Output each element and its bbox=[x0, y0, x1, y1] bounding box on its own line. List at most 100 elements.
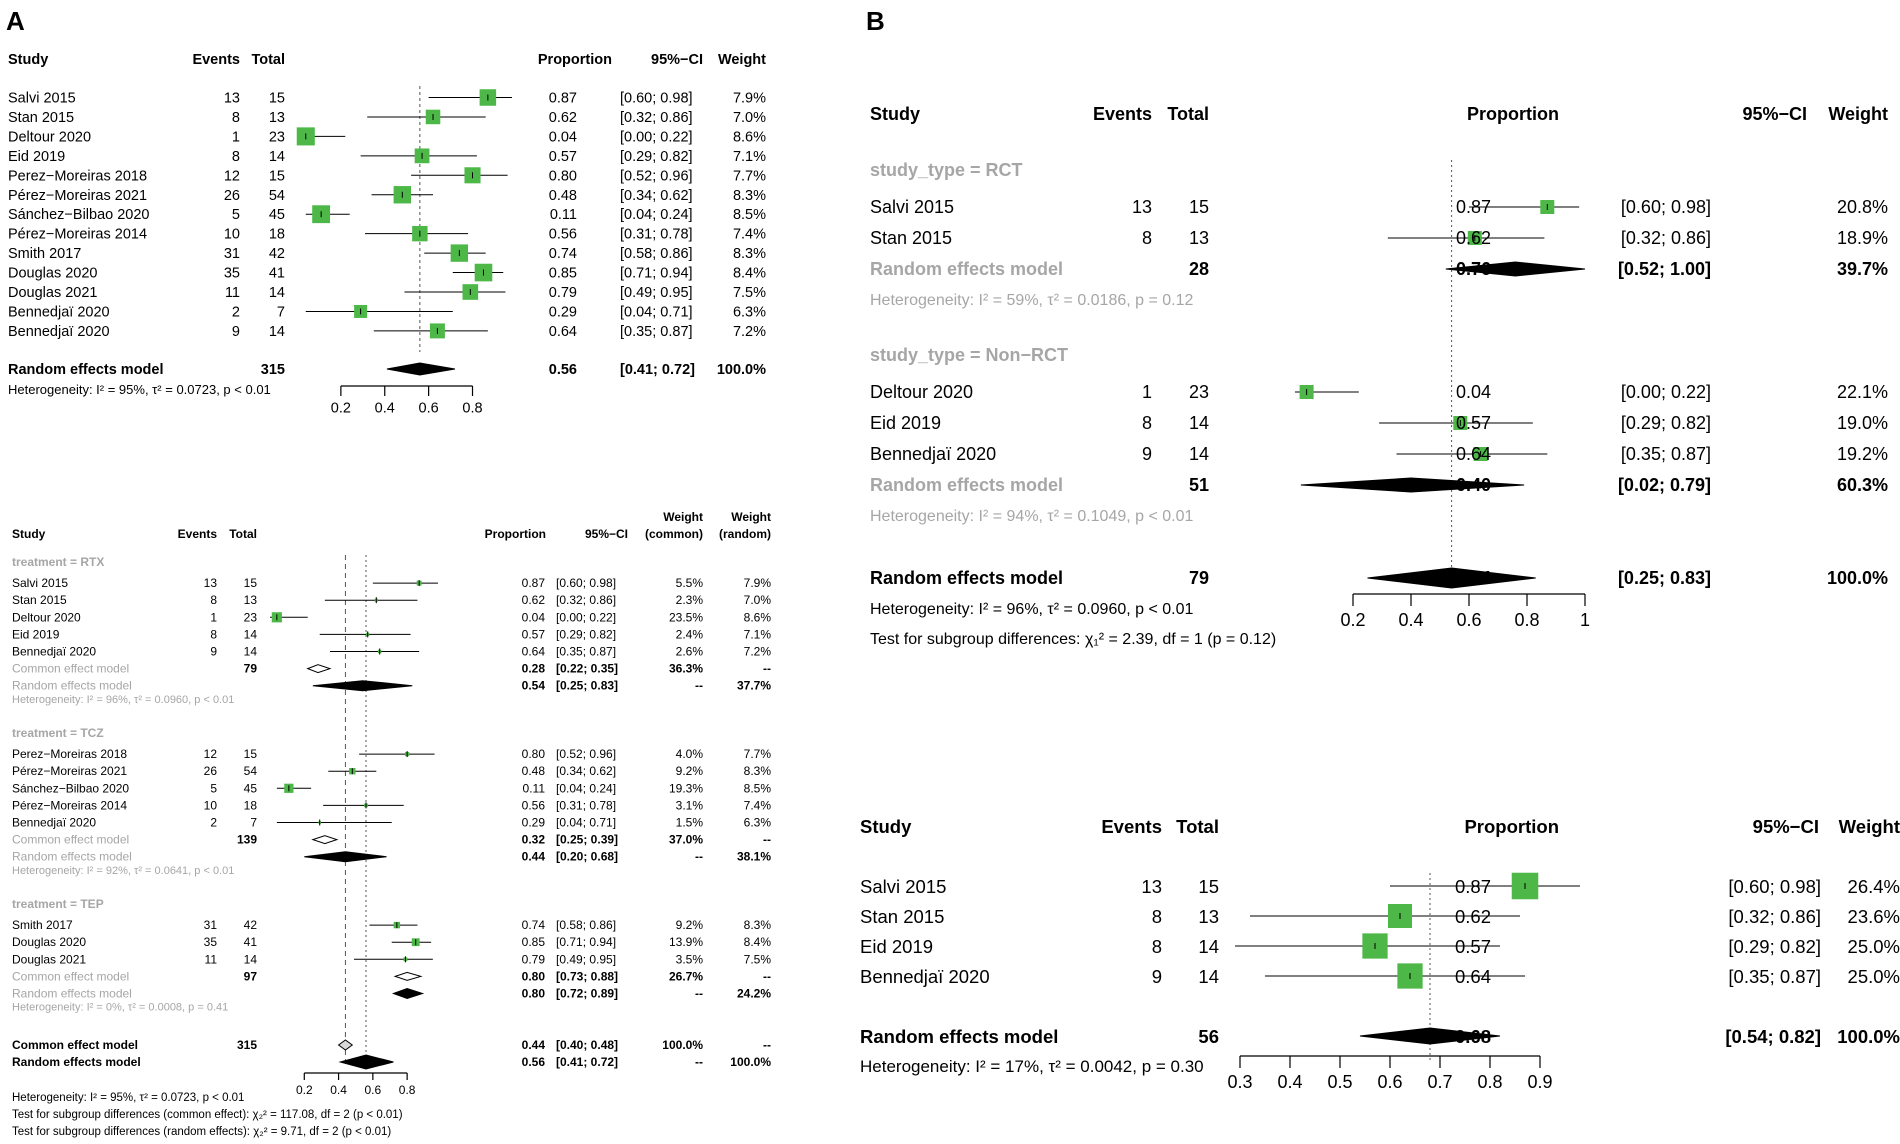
a2-header-ci: 95%−CI bbox=[585, 527, 628, 541]
a1-study-total: 7 bbox=[277, 304, 285, 320]
b1-study-name: Bennedjaï 2020 bbox=[870, 444, 996, 464]
b1-study-ci: [0.35; 0.87] bbox=[1621, 444, 1711, 464]
b1-summary-total: 79 bbox=[1189, 568, 1209, 588]
a2-row-proportion: 0.74 bbox=[522, 918, 546, 932]
a2-row-ci: [0.04; 0.24] bbox=[556, 781, 616, 795]
b1-group-label: study_type = Non−RCT bbox=[870, 345, 1068, 365]
a2-study-name: Bennedjaï 2020 bbox=[12, 645, 96, 659]
a1-header-study: Study bbox=[8, 52, 48, 68]
b2-heterogeneity: Heterogeneity: I² = 17%, τ² = 0.0042, p … bbox=[860, 1057, 1204, 1076]
b1-study-total: 14 bbox=[1189, 413, 1209, 433]
a2-row-weight-common: 4.0% bbox=[676, 747, 704, 761]
b2-summary-weight: 100.0% bbox=[1837, 1026, 1900, 1047]
b2-study-total: 13 bbox=[1198, 906, 1219, 927]
a2-group-random-name: Random effects model bbox=[12, 987, 132, 1001]
b1-study-total: 13 bbox=[1189, 228, 1209, 248]
a2-row-weight-common: 23.5% bbox=[669, 610, 703, 624]
a1-study-name: Deltour 2020 bbox=[8, 129, 91, 145]
a2-row-proportion: 0.79 bbox=[522, 952, 546, 966]
b2-header-weight: Weight bbox=[1839, 816, 1900, 837]
a1-header-total: Total bbox=[251, 52, 285, 68]
a2-row-proportion: 0.48 bbox=[522, 764, 546, 778]
a1-study-weight: 7.5% bbox=[733, 285, 766, 301]
b1-group-random-diamond bbox=[1445, 261, 1586, 277]
b1-study-events: 8 bbox=[1142, 228, 1152, 248]
a2-row-proportion: 0.85 bbox=[522, 935, 546, 949]
b1-axis-tick-label: 0.2 bbox=[1340, 610, 1365, 630]
a1-summary-diamond bbox=[386, 362, 456, 376]
b2-summary-total: 56 bbox=[1198, 1026, 1219, 1047]
a2-row-weight-common: 19.3% bbox=[669, 781, 703, 795]
a2-group-common-diamond bbox=[393, 971, 423, 981]
a2-group-common-name: Common effect model bbox=[12, 662, 129, 676]
b1-study-proportion: 0.57 bbox=[1456, 413, 1491, 433]
a2-row-ci: [0.25; 0.39] bbox=[556, 833, 618, 847]
b2-axis-tick-label: 0.9 bbox=[1527, 1072, 1552, 1092]
a1-study-total: 14 bbox=[269, 285, 285, 301]
a1-study-name: Pérez−Moreiras 2014 bbox=[8, 227, 147, 243]
a1-study-proportion: 0.29 bbox=[549, 304, 577, 320]
a2-row-total: 7 bbox=[250, 816, 257, 830]
b1-group-random-name: Random effects model bbox=[870, 475, 1063, 495]
b2-summary-ci: [0.54; 0.82] bbox=[1725, 1026, 1821, 1047]
a2-row-total: 45 bbox=[244, 781, 258, 795]
a2-group-label: treatment = TCZ bbox=[12, 726, 104, 740]
b2-axis-tick-label: 0.4 bbox=[1277, 1072, 1302, 1092]
a2-row-weight-common: 9.2% bbox=[676, 918, 704, 932]
a2-row-ci: [0.29; 0.82] bbox=[556, 627, 616, 641]
a1-study-weight: 6.3% bbox=[733, 304, 766, 320]
a2-row-total: 18 bbox=[244, 798, 258, 812]
a1-study-proportion: 0.87 bbox=[549, 91, 577, 107]
a2-study-name: Stan 2015 bbox=[12, 593, 67, 607]
a2-row-weight-common: 13.9% bbox=[669, 935, 703, 949]
a2-group-heterogeneity: Heterogeneity: I² = 0%, τ² = 0.0008, p =… bbox=[12, 1002, 228, 1014]
a1-study-total: 13 bbox=[269, 110, 285, 126]
a2-study-name: Douglas 2020 bbox=[12, 935, 86, 949]
a1-study-events: 11 bbox=[225, 285, 240, 301]
a2-study-name: Salvi 2015 bbox=[12, 576, 68, 590]
a2-row-weight-random: 8.3% bbox=[744, 764, 772, 778]
b1-group-random-diamond bbox=[1300, 477, 1525, 493]
a2-study-name: Eid 2019 bbox=[12, 627, 60, 641]
a2-row-total: 23 bbox=[244, 610, 258, 624]
a1-study-weight: 7.4% bbox=[733, 227, 766, 243]
a2-group-random-diamond bbox=[304, 851, 387, 863]
a2-row-proportion: 0.80 bbox=[522, 987, 546, 1001]
a2-study-name: Perez−Moreiras 2018 bbox=[12, 747, 127, 761]
b2-study-weight: 25.0% bbox=[1848, 936, 1900, 957]
a2-study-name: Deltour 2020 bbox=[12, 610, 81, 624]
a1-axis-tick-label: 0.2 bbox=[331, 401, 351, 417]
a1-study-ci: [0.60; 0.98] bbox=[620, 91, 693, 107]
b1-study-weight: 18.9% bbox=[1837, 228, 1888, 248]
a1-study-name: Salvi 2015 bbox=[8, 91, 76, 107]
b2-study-name: Bennedjaï 2020 bbox=[860, 966, 990, 987]
a2-header-proportion: Proportion bbox=[485, 527, 546, 541]
a2-row-ci: [0.52; 0.96] bbox=[556, 747, 616, 761]
b1-header-total: Total bbox=[1167, 104, 1209, 124]
a2-row-weight-random: -- bbox=[763, 662, 771, 676]
a2-row-ci: [0.04; 0.71] bbox=[556, 816, 616, 830]
a2-group-heterogeneity: Heterogeneity: I² = 96%, τ² = 0.0960, p … bbox=[12, 694, 234, 706]
a1-study-weight: 7.7% bbox=[733, 168, 766, 184]
a2-row-ci: [0.49; 0.95] bbox=[556, 952, 616, 966]
a2-row-weight-random: 7.5% bbox=[744, 952, 772, 966]
b1-summary-name: Random effects model bbox=[870, 568, 1063, 588]
a2-row-weight-common: 3.1% bbox=[676, 798, 704, 812]
a2-row-weight-random: 7.9% bbox=[744, 576, 772, 590]
a1-header-proportion: Proportion bbox=[538, 52, 612, 68]
a1-study-events: 2 bbox=[232, 304, 240, 320]
b1-header-study: Study bbox=[870, 104, 920, 124]
a2-row-proportion: 0.04 bbox=[522, 610, 546, 624]
a1-study-ci: [0.35; 0.87] bbox=[620, 324, 693, 340]
a2-row-weight-random: 8.6% bbox=[744, 610, 772, 624]
a2-row-weight-random: -- bbox=[763, 833, 771, 847]
b1-group-random-proportion: 0.40 bbox=[1456, 475, 1491, 495]
b2-study-name: Salvi 2015 bbox=[860, 876, 946, 897]
a2-group-random-name: Random effects model bbox=[12, 679, 132, 693]
a1-study-ci: [0.58; 0.86] bbox=[620, 246, 693, 262]
a1-study-events: 35 bbox=[224, 266, 240, 282]
b2-study-proportion: 0.62 bbox=[1455, 906, 1491, 927]
a1-study-name: Bennedjaï 2020 bbox=[8, 324, 110, 340]
a1-study-proportion: 0.79 bbox=[549, 285, 577, 301]
a1-study-total: 14 bbox=[269, 324, 285, 340]
